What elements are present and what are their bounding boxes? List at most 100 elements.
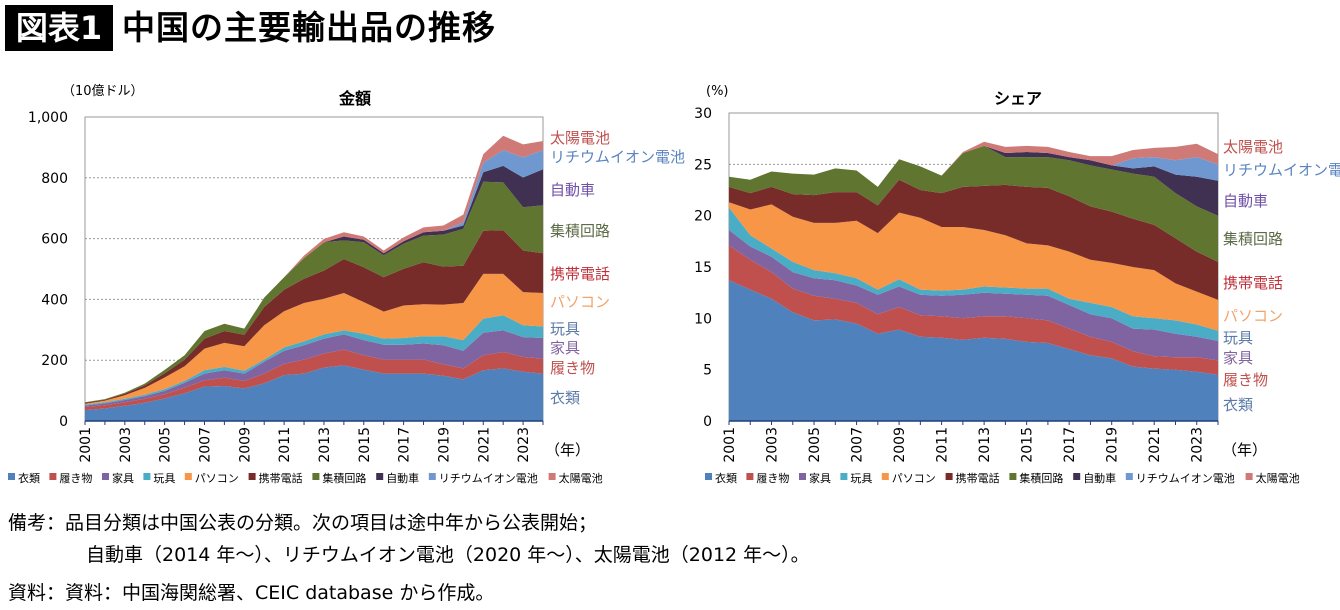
x-tick-label: 2023: [1190, 427, 1206, 463]
legend-swatch: [1009, 473, 1017, 480]
remarks-text: 品目分類は中国公表の分類。次の項目は途中年から公表開始；: [65, 512, 598, 534]
chart-title: 金額: [338, 89, 371, 108]
legend-item-clothing: 衣類: [8, 471, 40, 485]
area-clothing: [729, 280, 1218, 421]
series-label-furniture: 家具: [550, 339, 580, 357]
x-tick-label: 2007: [850, 427, 866, 463]
legend-label: 携帯電話: [259, 471, 303, 485]
legend-label: 玩具: [850, 472, 872, 485]
legend-item-footwear: 履き物: [49, 471, 92, 485]
area-toys: [85, 315, 543, 406]
area-furniture: [85, 330, 543, 407]
x-tick-label: 2015: [357, 427, 373, 463]
page-title: 中国の主要輸出品の推移: [122, 8, 496, 47]
x-tick-label: 2003: [765, 427, 781, 463]
x-tick-label: 2023: [516, 427, 532, 463]
legend: 衣類 履き物 家具 玩具 パソコン 携帯電話 集積回路 自動車 リチウムイオン電池 太陽電池: [705, 471, 1300, 485]
legend-item-phone: 携帯電話: [248, 471, 303, 485]
legend-label: パソコン: [892, 472, 936, 485]
legend-label: 太陽電池: [559, 472, 603, 485]
area-ic: [729, 145, 1218, 262]
remarks-line-2: 自動車（2014 年～）、リチウムイオン電池（2020 年～）、太陽電池（201…: [86, 544, 810, 566]
legend-item-phone: 携帯電話: [945, 471, 1000, 485]
legend-swatch: [1073, 473, 1081, 480]
remarks-line-1: 備考：品目分類は中国公表の分類。次の項目は途中年から公表開始；: [8, 511, 597, 535]
source-text: 資料：中国海関総署、CEIC database から作成。: [65, 582, 495, 604]
series-label-solar: 太陽電池: [1223, 138, 1283, 156]
legend-item-pc: パソコン: [881, 472, 936, 485]
legend-swatch: [8, 473, 15, 480]
legend-swatch: [102, 473, 109, 480]
area-clothing: [85, 365, 543, 421]
area-toys: [729, 207, 1218, 341]
x-axis-label: （年）: [1222, 441, 1267, 459]
x-tick-label: 2001: [722, 427, 738, 463]
legend-item-auto: 自動車: [1073, 471, 1116, 485]
legend-item-footwear: 履き物: [746, 471, 789, 485]
legend-item-ic: 集積回路: [1009, 471, 1063, 485]
legend-swatch: [840, 473, 848, 480]
legend-label: リチウムイオン電池: [439, 472, 538, 485]
legend-swatch: [1125, 473, 1133, 480]
series-label-toys: 玩具: [550, 320, 580, 338]
series-label-phone: 携帯電話: [550, 265, 610, 283]
legend-item-toys: 玩具: [143, 472, 175, 485]
legend-label: 太陽電池: [1256, 472, 1300, 485]
series-label-furniture: 家具: [1223, 349, 1253, 367]
legend-label: 集積回路: [1019, 471, 1063, 485]
value-chart: 02004006008001,000衣類履き物家具玩具パソコン携帯電話集積回路自…: [8, 83, 685, 485]
source-line: 資料：資料：中国海関総署、CEIC database から作成。: [8, 581, 494, 605]
x-tick-label: 2017: [397, 427, 413, 463]
y-tick-label: 20: [694, 209, 712, 225]
y-tick-label: 15: [694, 260, 712, 276]
legend-label: 履き物: [756, 471, 789, 485]
series-label-ic: 集積回路: [1223, 230, 1283, 248]
x-tick-label: 2001: [78, 427, 94, 463]
series-label-footwear: 履き物: [1223, 371, 1268, 389]
remarks-label: 備考：: [8, 512, 66, 534]
series-label-pc: パソコン: [550, 293, 610, 311]
legend-swatch: [1245, 473, 1253, 480]
legend-label: 自動車: [1083, 471, 1116, 485]
legend-item-toys: 玩具: [840, 472, 872, 485]
series-label-clothing: 衣類: [1223, 396, 1253, 414]
source-label: 資料：: [8, 582, 66, 604]
legend-item-liion: リチウムイオン電池: [1125, 472, 1235, 485]
legend-swatch: [248, 473, 256, 480]
legend-swatch: [881, 473, 889, 480]
y-tick-label: 5: [703, 363, 712, 379]
legend-label: 履き物: [59, 471, 92, 485]
area-furniture: [729, 230, 1218, 361]
legend-label: 家具: [112, 471, 134, 485]
area-pc: [729, 202, 1218, 331]
x-tick-label: 2019: [436, 427, 452, 463]
legend-swatch: [945, 473, 953, 480]
y-tick-label: 0: [703, 414, 712, 430]
y-tick-label: 30: [694, 106, 712, 122]
area-ic: [85, 181, 543, 403]
legend-label: 衣類: [18, 471, 40, 485]
legend-swatch: [799, 473, 806, 480]
legend-swatch: [705, 473, 712, 480]
x-tick-label: 2011: [935, 427, 951, 463]
legend-item-liion: リチウムイオン電池: [428, 472, 538, 485]
series-label-auto: 自動車: [1223, 192, 1268, 210]
x-tick-label: 2017: [1062, 427, 1078, 463]
series-label-clothing: 衣類: [550, 389, 580, 407]
legend-label: 家具: [809, 471, 831, 485]
legend-swatch: [746, 473, 754, 480]
area-auto: [729, 145, 1218, 216]
series-label-phone: 携帯電話: [1223, 274, 1283, 292]
series-label-toys: 玩具: [1223, 329, 1253, 347]
x-tick-label: 2009: [237, 427, 253, 463]
legend-item-solar: 太陽電池: [548, 472, 603, 485]
x-axis-label: （年）: [545, 441, 590, 459]
legend-label: リチウムイオン電池: [1136, 472, 1235, 485]
legend-item-solar: 太陽電池: [1245, 472, 1300, 485]
y-tick-label: 600: [41, 232, 68, 248]
legend-item-pc: パソコン: [184, 472, 239, 485]
legend-swatch: [312, 473, 320, 480]
y-axis-unit: （10億ドル）: [62, 83, 144, 99]
legend-label: 玩具: [153, 472, 175, 485]
legend-label: 衣類: [715, 471, 737, 485]
